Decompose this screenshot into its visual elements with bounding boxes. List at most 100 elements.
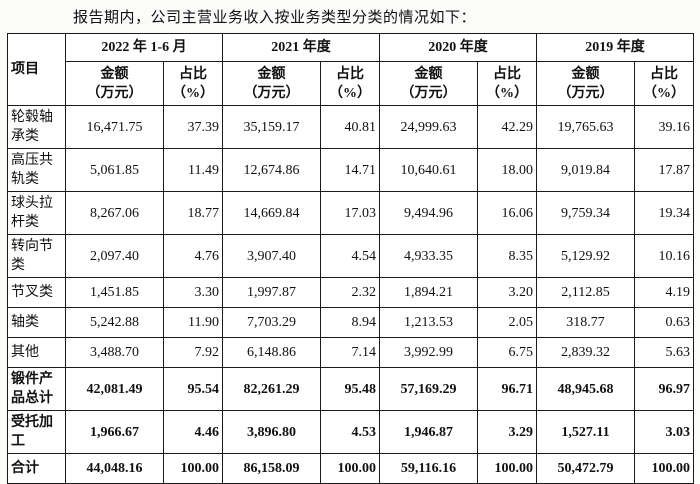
pct-cell: 100.00: [162, 453, 224, 484]
amount-cell: 48,945.68: [536, 367, 636, 411]
pct-cell: 6.75: [477, 337, 538, 368]
amount-cell: 1,946.87: [379, 410, 479, 454]
item-column-header: 项目: [7, 33, 66, 106]
amount-cell: 82,261.29: [222, 367, 322, 411]
pct-cell: 40.81: [320, 105, 381, 149]
pct-cell: 0.63: [634, 307, 695, 338]
amount-cell: 1,997.87: [222, 277, 322, 308]
row-label: 高压共轨类: [7, 148, 66, 192]
amount-header: 金额 （万元）: [65, 61, 164, 106]
amount-cell: 86,158.09: [222, 453, 322, 484]
amount-header-line1: 金额: [571, 66, 600, 82]
pct-cell: 17.03: [320, 191, 381, 235]
pct-cell: 4.46: [162, 410, 224, 454]
pct-cell: 3.20: [477, 277, 538, 308]
amount-cell: 50,472.79: [536, 453, 636, 484]
pct-cell: 95.54: [162, 367, 224, 411]
pct-cell: 8.35: [477, 234, 538, 278]
pct-header-line2: （%）: [643, 85, 686, 101]
pct-cell: 2.05: [477, 307, 538, 338]
pct-cell: 7.14: [320, 337, 381, 368]
amount-cell: 7,703.29: [222, 307, 322, 338]
period-header-row: 项目 2022 年 1-6 月 2021 年度 2020 年度 2019 年度: [7, 33, 695, 106]
amount-header-line1: 金额: [257, 66, 286, 82]
pct-cell: 100.00: [477, 453, 538, 484]
pct-cell: 42.29: [477, 105, 538, 149]
amount-header: 金额 （万元）: [536, 61, 636, 106]
period-header-2022: 2022 年 1-6 月: [64, 33, 224, 62]
pct-cell: 4.76: [162, 234, 224, 278]
period-header-2021: 2021 年度: [222, 33, 381, 62]
table-row-subtotal: 锻件产品总计 42,081.49 95.54 82,261.29 95.48 5…: [7, 367, 695, 411]
amount-cell: 9,494.96: [379, 191, 479, 235]
table-row: 其他 3,488.70 7.92 6,148.86 7.14 3,992.99 …: [7, 337, 695, 368]
pct-cell: 5.63: [634, 337, 695, 368]
amount-cell: 2,097.40: [65, 234, 164, 278]
amount-cell: 5,061.85: [65, 148, 164, 192]
amount-cell: 5,129.92: [536, 234, 636, 278]
row-label: 锻件产品总计: [7, 367, 66, 411]
amount-cell: 14,669.84: [222, 191, 322, 235]
amount-cell: 8,267.06: [65, 191, 164, 235]
pct-header: 占比 （%）: [320, 61, 381, 106]
amount-cell: 57,169.29: [379, 367, 479, 411]
amount-header-line2: （万元）: [557, 85, 614, 101]
table-row-subtotal: 受托加工 1,966.67 4.46 3,896.80 4.53 1,946.8…: [7, 410, 695, 454]
pct-cell: 3.29: [477, 410, 538, 454]
amount-cell: 9,759.34: [536, 191, 636, 235]
pct-header-line2: （%）: [486, 85, 529, 101]
pct-cell: 37.39: [162, 105, 224, 149]
period-header-2019: 2019 年度: [536, 33, 695, 62]
pct-cell: 11.90: [162, 307, 224, 338]
pct-cell: 14.71: [320, 148, 381, 192]
pct-cell: 4.53: [320, 410, 381, 454]
amount-cell: 3,992.99: [379, 337, 479, 368]
amount-cell: 5,242.88: [65, 307, 164, 338]
pct-cell: 11.49: [162, 148, 224, 192]
pct-cell: 2.32: [320, 277, 381, 308]
amount-cell: 318.77: [536, 307, 636, 338]
pct-cell: 8.94: [320, 307, 381, 338]
table-row-total: 合计 44,048.16 100.00 86,158.09 100.00 59,…: [7, 453, 695, 484]
amount-header-line2: （万元）: [400, 85, 457, 101]
amount-cell: 24,999.63: [379, 105, 479, 149]
amount-cell: 9,019.84: [536, 148, 636, 192]
pct-header: 占比 （%）: [162, 61, 224, 106]
sub-header-row: 金额 （万元） 占比 （%） 金额 （万元） 占比 （%） 金额 （万元） 占比 （%） 金…: [8, 61, 695, 106]
pct-cell: 100.00: [634, 453, 695, 484]
row-label: 合计: [7, 453, 66, 484]
pct-cell: 96.71: [477, 367, 538, 411]
pct-header-line1: 占比: [179, 66, 207, 82]
pct-cell: 18.00: [477, 148, 538, 192]
amount-cell: 10,640.61: [379, 148, 479, 192]
pct-cell: 7.92: [162, 337, 224, 368]
pct-header-line1: 占比: [336, 66, 365, 82]
amount-cell: 1,451.85: [65, 277, 164, 308]
pct-header-line2: （%）: [329, 85, 372, 101]
amount-cell: 3,907.40: [222, 234, 322, 278]
pct-cell: 10.16: [634, 234, 695, 278]
row-label: 球头拉杆类: [7, 191, 66, 235]
amount-cell: 2,839.32: [536, 337, 636, 368]
amount-cell: 3,896.80: [222, 410, 322, 454]
amount-header: 金额 （万元）: [222, 61, 322, 106]
amount-header-line1: 金额: [100, 66, 129, 82]
pct-cell: 18.77: [162, 191, 224, 235]
pct-header-line1: 占比: [493, 66, 522, 82]
amount-cell: 35,159.17: [222, 105, 322, 149]
amount-cell: 1,213.53: [379, 307, 479, 338]
pct-cell: 17.87: [634, 148, 695, 192]
amount-cell: 2,112.85: [536, 277, 636, 308]
amount-cell: 42,081.49: [65, 367, 164, 411]
pct-cell: 96.97: [634, 367, 695, 411]
amount-cell: 1,527.11: [536, 410, 636, 454]
revenue-table: 项目 2022 年 1-6 月 2021 年度 2020 年度 2019 年度 …: [7, 33, 695, 484]
amount-header-line2: （万元）: [86, 85, 143, 101]
row-label: 受托加工: [7, 410, 66, 454]
pct-cell: 39.16: [634, 105, 695, 149]
pct-header: 占比 （%）: [477, 61, 538, 106]
row-label: 其他: [7, 337, 66, 368]
page-title: 报告期内，公司主营业务收入按业务类型分类的情况如下：: [73, 10, 477, 26]
pct-cell: 100.00: [320, 453, 381, 484]
